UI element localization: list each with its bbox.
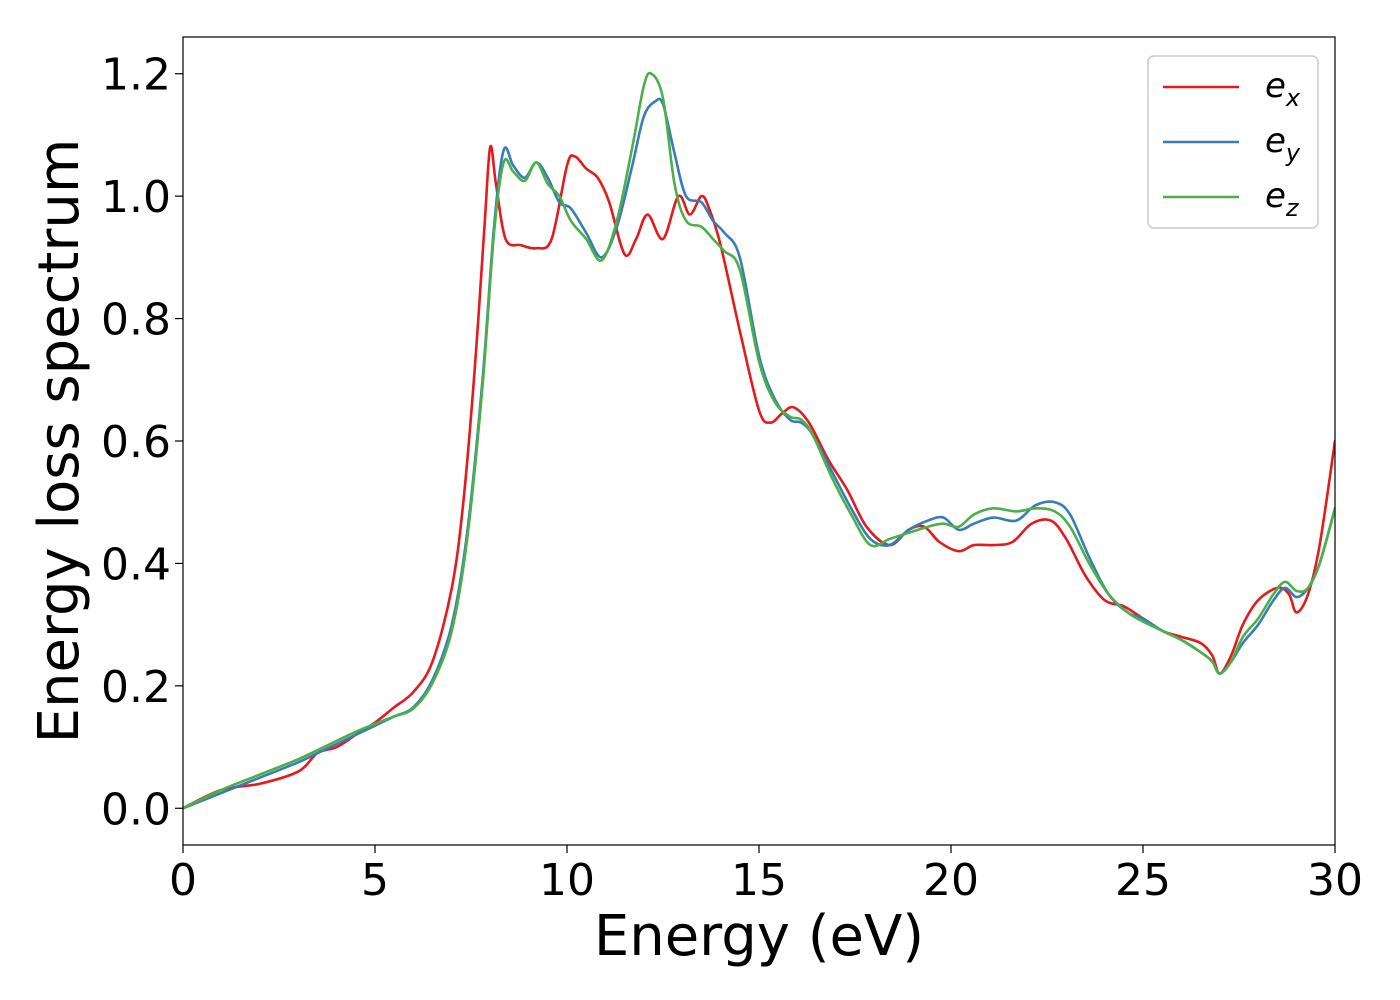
y-tick-label: 0.0: [101, 784, 171, 835]
x-tick-label: 30: [1307, 855, 1363, 906]
legend-label-x: ex: [1265, 66, 1301, 112]
series-layer: [183, 71, 1335, 810]
x-tick-label: 5: [361, 855, 389, 906]
x-axis-title: Energy (eV): [594, 904, 924, 969]
y-axis: 0.0 0.2 0.4 0.6 0.8 1.0 1.2: [101, 50, 183, 835]
legend-label-z: ez: [1265, 176, 1300, 222]
y-tick-label: 0.6: [101, 417, 171, 468]
y-tick-label: 0.2: [101, 662, 171, 713]
series-line-x: [183, 144, 1335, 810]
y-tick-label: 0.8: [101, 295, 171, 346]
x-tick-label: 25: [1115, 855, 1171, 906]
series-line-z: [183, 71, 1335, 810]
x-axis: 0 5 10 15 20 25 30: [169, 845, 1363, 906]
y-axis-title: Energy loss spectrum: [27, 139, 92, 744]
x-tick-label: 15: [731, 855, 787, 906]
y-tick-label: 1.0: [101, 172, 171, 223]
legend: ex ey ez: [1147, 55, 1319, 229]
x-tick-label: 0: [169, 855, 197, 906]
y-tick-label: 1.2: [101, 50, 171, 101]
x-tick-label: 20: [923, 855, 979, 906]
y-tick-label: 0.4: [101, 539, 171, 590]
x-tick-label: 10: [539, 855, 595, 906]
legend-label-y: ey: [1265, 121, 1301, 167]
